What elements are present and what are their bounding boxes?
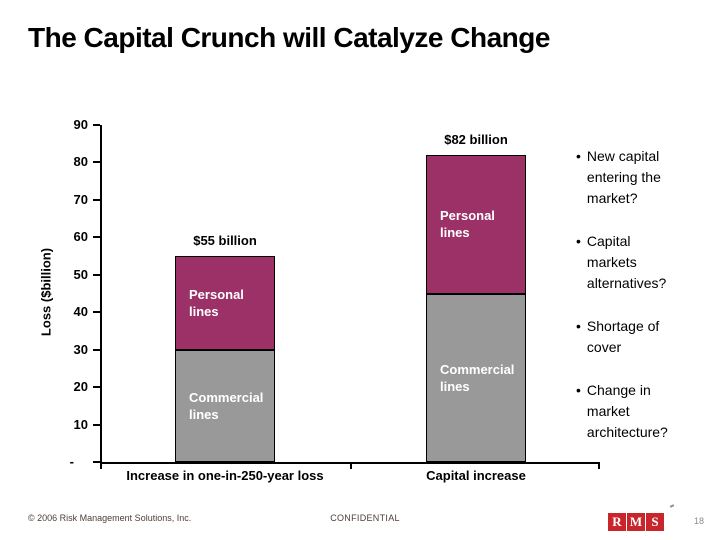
bar-capital-increase: Commercial lines Personal lines $82 bill… [426,125,526,462]
y-tick-mark [93,311,100,314]
y-tick-mark [93,386,100,389]
bullet-dot: • [576,148,581,164]
bar-total-label: $55 billion [193,233,257,249]
rms-logo: R M S [608,513,664,531]
y-tick-label: 50 [73,266,88,282]
logo-letter: R [608,513,626,531]
y-tick-label: 30 [73,341,88,357]
y-tick-mark [93,198,100,201]
y-tick-mark [93,423,100,426]
bullet-item: • Change in market architecture? [576,380,712,443]
bar-loss-increase: Commercial lines Personal lines $55 bill… [175,125,275,462]
y-tick: 40 [62,304,100,320]
logo-letter: M [627,513,645,531]
category-label: Capital increase [426,468,526,483]
y-tick-label: 40 [73,304,88,320]
bullet-item: • Capital markets alternatives? [576,231,712,294]
y-tick-label: 10 [73,416,88,432]
y-tick-mark [93,348,100,351]
trademark-mark [669,504,675,508]
y-tick-mark [93,124,100,126]
y-tick-label: 60 [73,229,88,245]
segment-personal-lines: Personal lines [426,154,526,294]
y-axis-title: Loss ($billion) [38,247,54,337]
plot-area: Commercial lines Personal lines $55 bill… [100,125,600,483]
y-tick-mark [93,461,100,463]
footer-copyright: © 2006 Risk Management Solutions, Inc. [28,513,192,523]
bullet-text: Capital markets alternatives? [586,233,667,291]
segment-label: Commercial lines [189,389,264,422]
y-tick: 50 [62,266,100,282]
segment-label: Personal lines [189,286,244,319]
y-tick: 90 [62,117,100,132]
segment-label: Commercial lines [440,361,515,394]
bullet-item: • New capital entering the market? [576,146,712,209]
y-tick-label: 80 [73,154,88,170]
bullet-text: Change in market architecture? [586,382,668,440]
bar-total-label: $82 billion [444,131,508,147]
segment-label: Personal lines [440,208,495,241]
bullet-dot: • [576,233,581,249]
page-number: 18 [694,516,705,526]
bullet-dot: • [576,318,581,334]
y-tick-mark [93,161,100,164]
footer-confidential: CONFIDENTIAL [330,513,400,523]
slide-title: The Capital Crunch will Catalyze Change [28,22,550,53]
bullet-text: Shortage of cover [586,318,660,355]
segment-personal-lines: Personal lines [175,256,275,350]
y-tick-label: 90 [73,117,88,132]
x-tick [598,464,600,469]
bullet-list: • New capital entering the market? • Capita… [576,146,712,465]
y-tick: 10 [62,416,100,432]
y-tick-mark [93,236,100,239]
y-tick: 80 [62,154,100,170]
bullet-dot: • [576,382,581,398]
bullet-text: New capital entering the market? [586,148,661,206]
y-tick: - [48,454,100,469]
y-tick: 60 [62,229,100,245]
x-tick [100,464,102,469]
y-tick-label: 20 [73,379,88,395]
y-tick-label: - [69,454,74,469]
y-tick-mark [93,273,100,276]
segment-commercial-lines: Commercial lines [175,349,275,462]
bullet-item: • Shortage of cover [576,316,712,358]
y-tick: 20 [62,379,100,395]
segment-commercial-lines: Commercial lines [426,293,526,462]
category-label: Increase in one-in-250-year loss [126,468,324,483]
y-tick: 70 [62,191,100,207]
y-tick-label: 70 [73,191,88,207]
logo-letter: S [646,513,664,531]
y-tick: 30 [62,341,100,357]
x-tick [350,464,352,469]
